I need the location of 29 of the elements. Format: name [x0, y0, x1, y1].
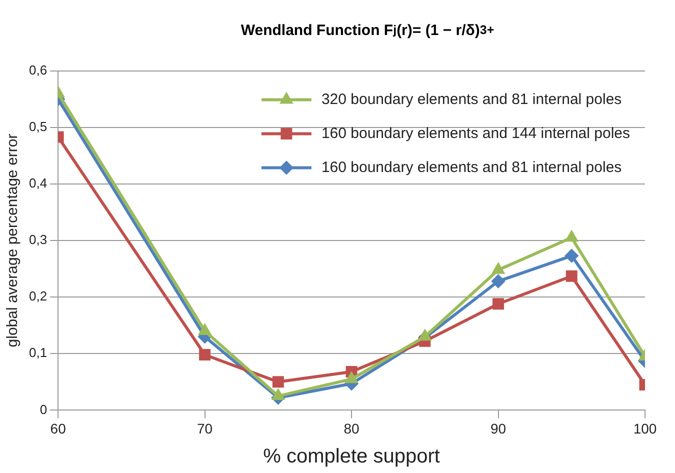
point [492, 263, 504, 274]
x-axis-title: % complete support [263, 446, 440, 468]
legend-label: 160 boundary elements and 81 internal poles [321, 158, 622, 176]
x-tick-label: 80 [344, 420, 360, 436]
point [492, 274, 505, 288]
y-tick-label: 0,1 [28, 345, 48, 360]
legend-label: 160 boundary elements and 144 internal poles [321, 124, 630, 142]
y-tick-label: 0,4 [28, 176, 48, 191]
point [419, 330, 431, 341]
point [346, 372, 358, 384]
point [492, 298, 504, 310]
point [198, 324, 211, 336]
legend-label: 320 boundary elements and 81 internal poles [321, 90, 622, 108]
point [566, 231, 578, 242]
y-tick-label: 0 [40, 402, 48, 417]
point [566, 270, 578, 282]
point [272, 390, 284, 400]
y-tick-label: 0,5 [28, 118, 48, 134]
x-tick-label: 100 [633, 420, 657, 436]
point [565, 249, 578, 262]
point [199, 349, 211, 361]
y-tick-label: 0,2 [28, 288, 48, 304]
x-tick-label: 90 [490, 420, 506, 436]
point [272, 376, 284, 388]
y-tick-label: 0,3 [28, 232, 48, 248]
x-tick-label: 60 [50, 420, 66, 436]
y-tick-label: 0,6 [28, 62, 48, 78]
x-tick-label: 70 [197, 420, 213, 436]
y-axis-title: global average percentage error [4, 134, 22, 348]
